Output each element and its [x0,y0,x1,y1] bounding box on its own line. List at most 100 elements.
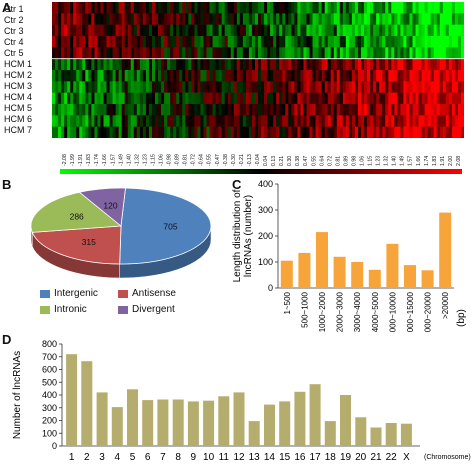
heatmap-cell [321,104,326,116]
heatmap-cell [121,92,126,105]
heatmap-cell [118,2,123,14]
heatmap-cell [158,126,162,138]
heatmap-cell [276,92,280,105]
heatmap-cell [370,104,374,116]
heatmap-cell [276,70,280,82]
heatmap-cell [130,36,135,48]
heatmap-cell [342,81,347,93]
heatmap-cell [82,47,86,59]
heatmap-cell [251,58,256,71]
bar-15000~20000 [421,270,434,288]
heatmap-cell [267,104,271,116]
heatmap-cell [121,81,126,93]
heatmap-cell [88,81,92,93]
heatmap-cell [82,115,86,127]
heatmap-cell [112,70,117,82]
heatmap-cell [212,126,216,138]
bar-chr-19 [340,395,351,446]
heatmap-cell [97,104,101,116]
x-tick-label: 4000~5000 [371,291,380,332]
heatmap-cell [251,92,256,105]
heatmap-cell [345,24,350,37]
heatmap-cell [55,2,59,14]
heatmap-cell [376,13,380,25]
heatmap-cell [203,13,207,25]
heatmap-cell [124,36,129,48]
heatmap-cell [430,126,435,138]
heatmap-cell [415,58,419,71]
heatmap-cell [412,126,416,138]
heatmap-cell [397,81,401,93]
heatmap-cell [197,47,201,59]
heatmap-cell [400,70,404,82]
heatmap-cell [376,58,380,71]
heatmap-cell [173,36,177,48]
heatmap-cell [445,92,450,105]
heatmap-cell [321,2,326,14]
heatmap-cell [327,104,332,116]
bar-chr-21 [370,427,382,446]
heatmap-cell [197,36,201,48]
heatmap-cell [276,13,280,25]
heatmap-cell [394,13,398,25]
heatmap-cell [254,104,259,116]
heatmap-cell [227,58,232,71]
heatmap-cell [412,58,416,71]
heatmap-cell [64,2,68,14]
heatmap-cell [173,126,177,138]
colorbar-tick: 0.89 [343,156,349,166]
heatmap-cell [291,92,295,105]
heatmap-cell [294,126,298,138]
heatmap-cell [279,13,283,25]
heatmap-cell [270,24,274,37]
heatmap-cell [227,104,232,116]
heatmap-cell [167,81,171,93]
heatmap-cell [306,81,310,93]
heatmap-cell [315,36,319,48]
heatmap-cell [209,24,213,37]
heatmap-cell [145,36,150,48]
heatmap-cell [55,126,59,138]
heatmap-cell [206,47,210,59]
heatmap-cell [55,81,59,93]
bar-chr-1 [66,354,78,446]
heatmap-cell [97,47,101,59]
colorbar-gradient [60,169,462,174]
heatmap-cell [291,58,295,71]
heatmap-cell [67,81,71,93]
colorbar-tick: -0.04 [255,154,261,166]
heatmap-cell [261,58,265,71]
heatmap-cell [433,81,438,93]
heatmap-cell [333,24,338,37]
heatmap-cell [273,70,277,82]
colorbar-tick: 1.40 [392,156,398,166]
legend-swatch [118,306,128,314]
heatmap-cell [145,70,150,82]
colorbar-tick: 0.13 [271,156,277,166]
heatmap-cell [242,13,247,25]
heatmap-cell [330,115,335,127]
heatmap-cell [70,58,74,71]
heatmap-cell [76,70,80,82]
heatmap-cell [248,58,253,71]
heatmap-cell [197,92,201,105]
heatmap-cell [264,92,268,105]
heatmap-cell [145,104,150,116]
heatmap-cell [203,115,207,127]
heatmap-cell [318,47,323,59]
heatmap-cell [94,24,98,37]
colorbar-tick: -0.30 [231,154,237,166]
heatmap-cell [67,104,71,116]
heatmap-cell [312,47,316,59]
heatmap-cell [303,104,307,116]
heatmap-cell [127,104,132,116]
bar-1000~2000 [316,232,328,288]
heatmap-cell [333,36,338,48]
heatmap-cell [230,92,235,105]
heatmap-cell [188,58,192,71]
bar-chr-12 [233,392,245,446]
heatmap-cell [460,58,464,71]
heatmap-cell [303,2,307,14]
heatmap-cell [445,24,450,37]
heatmap-cell [309,58,313,71]
